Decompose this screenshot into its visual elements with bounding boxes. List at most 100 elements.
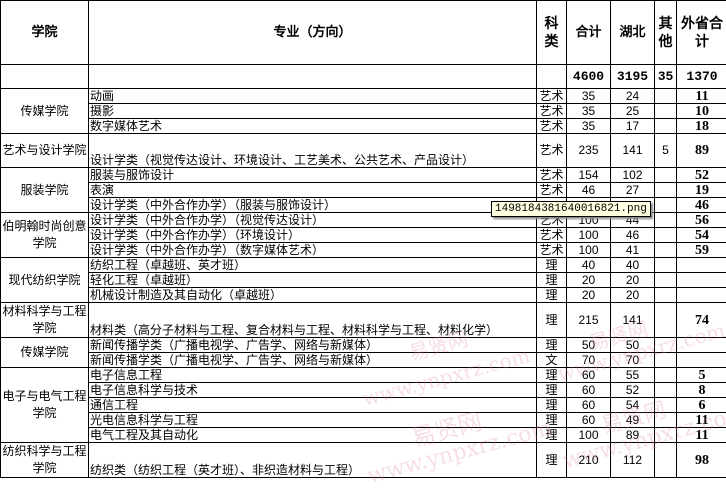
total-cell: 154 (566, 167, 611, 183)
college-cell: 传媒学院 (0, 337, 89, 368)
other-cell (654, 412, 677, 428)
other-cell (654, 227, 677, 243)
hubei-cell: 141 (610, 133, 655, 168)
major-cell: 光电信息科学与工程 (88, 412, 537, 428)
out-province-cell: 98 (676, 442, 726, 478)
hubei-cell: 89 (610, 427, 655, 443)
header-other: 其他 (654, 0, 677, 65)
hubei-cell: 50 (610, 337, 655, 353)
header-major: 专业（方向） (88, 0, 537, 65)
other-cell (654, 118, 677, 134)
major-cell: 设计学类（中外合作办学）（环境设计） (88, 227, 537, 243)
table-row: 光电信息科学与工程理 60 49 11 (1, 412, 726, 428)
out-province-cell: 11 (676, 427, 726, 443)
major-cell: 材料类（高分子材料与工程、复合材料与工程、材料科学与工程、材料化学） (88, 302, 537, 338)
header-college: 学院 (0, 0, 89, 65)
header-category: 科类 (536, 0, 567, 65)
other-cell (654, 103, 677, 119)
totals-blank (88, 64, 537, 89)
header-out-province: 外省合计 (676, 0, 726, 65)
total-cell: 70 (566, 352, 611, 368)
other-cell (654, 397, 677, 413)
hubei-cell: 70 (610, 352, 655, 368)
out-province-cell: 19 (676, 182, 726, 198)
hubei-cell: 20 (610, 287, 655, 303)
out-province-cell: 5 (676, 367, 726, 383)
college-cell: 艺术与设计学院 (0, 133, 89, 168)
table-row: 新闻传播学类（广播电视学、广告学、网络与新媒体）文 70 70 (1, 352, 726, 368)
major-cell: 通信工程 (88, 397, 537, 413)
enrollment-table: 学院 专业（方向） 科类 合计 湖北 其他 外省合计 4600 3195 35 … (0, 0, 726, 478)
major-cell: 机械设计制造及其自动化（卓越班） (88, 287, 537, 303)
table-row: 电子信息科学与技术理 60 52 8 (1, 382, 726, 398)
college-cell: 传媒学院 (0, 88, 89, 134)
out-province-cell (676, 272, 726, 288)
table-row: 设计学类（中外合作办学）（环境设计） 艺术 100 46 54 (1, 227, 726, 243)
header-hubei: 湖北 (610, 0, 655, 65)
major-cell: 纺织工程（卓越班、英才班） (88, 257, 537, 273)
hubei-cell: 17 (610, 118, 655, 134)
other-cell (654, 382, 677, 398)
major-cell: 设计学类（视觉传达设计、环境设计、工艺美术、公共艺术、产品设计） (88, 133, 537, 168)
major-cell: 表演 (88, 182, 537, 198)
table-row: 电气工程及其自动化理 100 89 11 (1, 427, 726, 443)
out-province-cell: 54 (676, 227, 726, 243)
totals-out-province: 1370 (676, 64, 726, 89)
other-cell (654, 287, 677, 303)
total-cell: 35 (566, 118, 611, 134)
out-province-cell: 11 (676, 412, 726, 428)
major-cell: 设计学类（中外合作办学）（视觉传达设计） (88, 212, 537, 228)
table-row: 艺术与设计学院 设计学类（视觉传达设计、环境设计、工艺美术、公共艺术、产品设计）艺… (0, 133, 726, 168)
major-cell: 数字媒体艺术 (88, 118, 537, 134)
out-province-cell: 18 (676, 118, 726, 134)
totals-blank (536, 64, 567, 89)
out-province-cell: 56 (676, 212, 726, 228)
category-cell: 艺术 (536, 242, 567, 258)
total-cell: 215 (566, 302, 611, 338)
table-row: 服装学院 服装与服饰设计 艺术 154 102 52 (0, 167, 726, 213)
category-cell: 理 (536, 412, 567, 428)
hubei-cell: 141 (610, 302, 655, 338)
major-cell: 设计学类（中外合作办学）（服装与服饰设计） (88, 197, 537, 213)
major-cell: 服装与服饰设计 (88, 167, 537, 183)
hubei-cell: 24 (610, 88, 655, 104)
out-province-cell: 6 (676, 397, 726, 413)
hubei-cell: 25 (610, 103, 655, 119)
hubei-cell: 54 (610, 397, 655, 413)
college-cell: 电子与电气工程学院 (0, 367, 89, 443)
major-cell: 纺织类（纺织工程（英才班）、非织造材料与工程） (88, 442, 537, 478)
major-cell: 电子信息工程 (88, 367, 537, 383)
college-cell: 纺织科学与工程学院 (0, 442, 89, 478)
total-cell: 50 (566, 337, 611, 353)
out-province-cell: 74 (676, 302, 726, 338)
other-cell (654, 182, 677, 198)
category-cell: 理 (536, 287, 567, 303)
out-province-cell: 11 (676, 88, 726, 104)
table-row: 表演 艺术 46 27 19 (1, 182, 726, 198)
table-row: 数字媒体艺术 艺术 35 17 18 (1, 118, 726, 134)
other-cell (654, 88, 677, 104)
table-row: 纺织科学与工程学院 纺织类（纺织工程（英才班）、非织造材料与工程）理 210 112 9… (0, 442, 726, 478)
other-cell (654, 197, 677, 213)
total-cell: 210 (566, 442, 611, 478)
table-row: 轻化工程（卓越班）理 20 20 (1, 272, 726, 288)
college-cell: 服装学院 (0, 167, 89, 213)
college-cell: 材料科学与工程学院 (0, 302, 89, 338)
out-province-cell: 59 (676, 242, 726, 258)
total-cell: 60 (566, 397, 611, 413)
total-cell: 46 (566, 182, 611, 198)
header-total: 合计 (566, 0, 611, 65)
category-cell: 理 (536, 257, 567, 273)
total-cell: 60 (566, 367, 611, 383)
other-cell (654, 442, 677, 478)
hubei-cell: 49 (610, 412, 655, 428)
table-row: 传媒学院 动画 艺术 35 24 11 (0, 88, 726, 134)
category-cell: 文 (536, 352, 567, 368)
other-cell (654, 427, 677, 443)
category-cell: 理 (536, 337, 567, 353)
out-province-cell: 8 (676, 382, 726, 398)
out-province-cell (676, 337, 726, 353)
major-cell: 电子信息科学与技术 (88, 382, 537, 398)
hubei-cell: 20 (610, 272, 655, 288)
out-province-cell: 10 (676, 103, 726, 119)
